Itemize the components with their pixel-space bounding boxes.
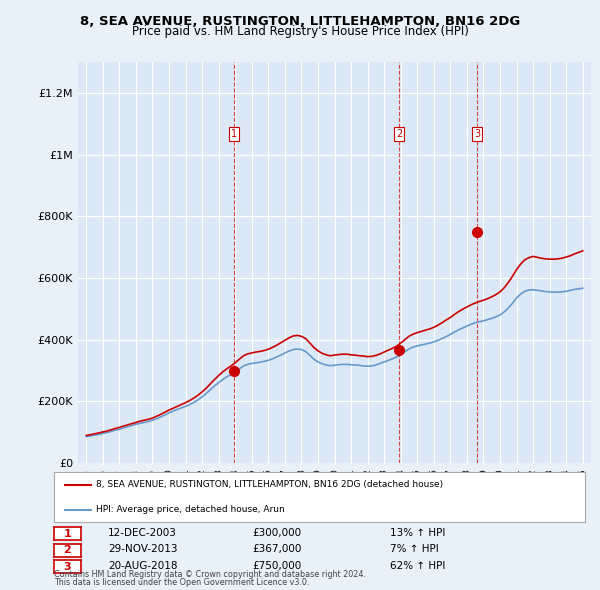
Text: 2: 2 bbox=[396, 129, 403, 139]
Text: £750,000: £750,000 bbox=[252, 561, 301, 571]
Text: 3: 3 bbox=[64, 562, 71, 572]
Text: £367,000: £367,000 bbox=[252, 545, 301, 555]
Text: Price paid vs. HM Land Registry's House Price Index (HPI): Price paid vs. HM Land Registry's House … bbox=[131, 25, 469, 38]
Text: This data is licensed under the Open Government Licence v3.0.: This data is licensed under the Open Gov… bbox=[54, 578, 310, 587]
Text: 20-AUG-2018: 20-AUG-2018 bbox=[108, 561, 178, 571]
Text: 29-NOV-2013: 29-NOV-2013 bbox=[108, 545, 178, 555]
Text: 8, SEA AVENUE, RUSTINGTON, LITTLEHAMPTON, BN16 2DG (detached house): 8, SEA AVENUE, RUSTINGTON, LITTLEHAMPTON… bbox=[97, 480, 443, 489]
Text: 8, SEA AVENUE, RUSTINGTON, LITTLEHAMPTON, BN16 2DG: 8, SEA AVENUE, RUSTINGTON, LITTLEHAMPTON… bbox=[80, 15, 520, 28]
Text: 62% ↑ HPI: 62% ↑ HPI bbox=[390, 561, 445, 571]
Text: 1: 1 bbox=[64, 529, 71, 539]
Text: HPI: Average price, detached house, Arun: HPI: Average price, detached house, Arun bbox=[97, 505, 285, 514]
Text: £300,000: £300,000 bbox=[252, 528, 301, 538]
Text: 1: 1 bbox=[232, 129, 238, 139]
Text: 12-DEC-2003: 12-DEC-2003 bbox=[108, 528, 177, 538]
Text: Contains HM Land Registry data © Crown copyright and database right 2024.: Contains HM Land Registry data © Crown c… bbox=[54, 571, 366, 579]
Text: 13% ↑ HPI: 13% ↑ HPI bbox=[390, 528, 445, 538]
Text: 7% ↑ HPI: 7% ↑ HPI bbox=[390, 545, 439, 555]
Text: 2: 2 bbox=[64, 545, 71, 555]
Text: 3: 3 bbox=[475, 129, 481, 139]
